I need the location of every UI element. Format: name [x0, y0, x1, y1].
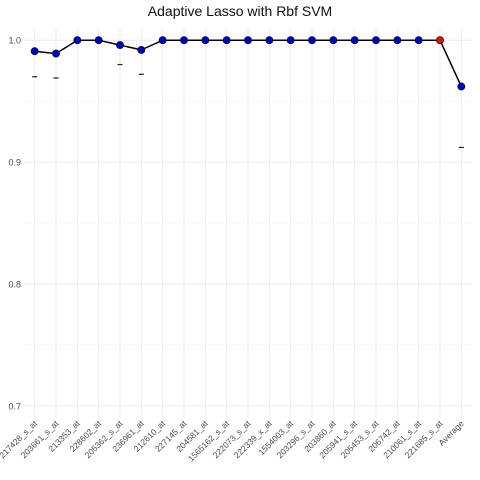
data-point — [52, 50, 59, 57]
data-point — [330, 37, 337, 44]
data-point — [159, 37, 166, 44]
data-point — [415, 37, 422, 44]
data-point — [458, 83, 465, 90]
y-tick-label: 0.9 — [8, 158, 21, 168]
data-point — [95, 37, 102, 44]
data-point — [223, 37, 230, 44]
data-point — [308, 37, 315, 44]
data-point — [372, 37, 379, 44]
data-point — [180, 37, 187, 44]
data-point — [266, 37, 273, 44]
data-point — [394, 37, 401, 44]
y-tick-label: 0.8 — [8, 279, 21, 289]
data-point — [74, 37, 81, 44]
data-point — [287, 37, 294, 44]
data-point — [436, 37, 443, 44]
data-point — [116, 41, 123, 48]
y-tick-label: 0.7 — [8, 401, 21, 411]
data-point — [244, 37, 251, 44]
data-point — [138, 46, 145, 53]
data-point — [202, 37, 209, 44]
y-tick-label: 1.0 — [8, 36, 21, 46]
data-point — [351, 37, 358, 44]
data-point — [31, 48, 38, 55]
